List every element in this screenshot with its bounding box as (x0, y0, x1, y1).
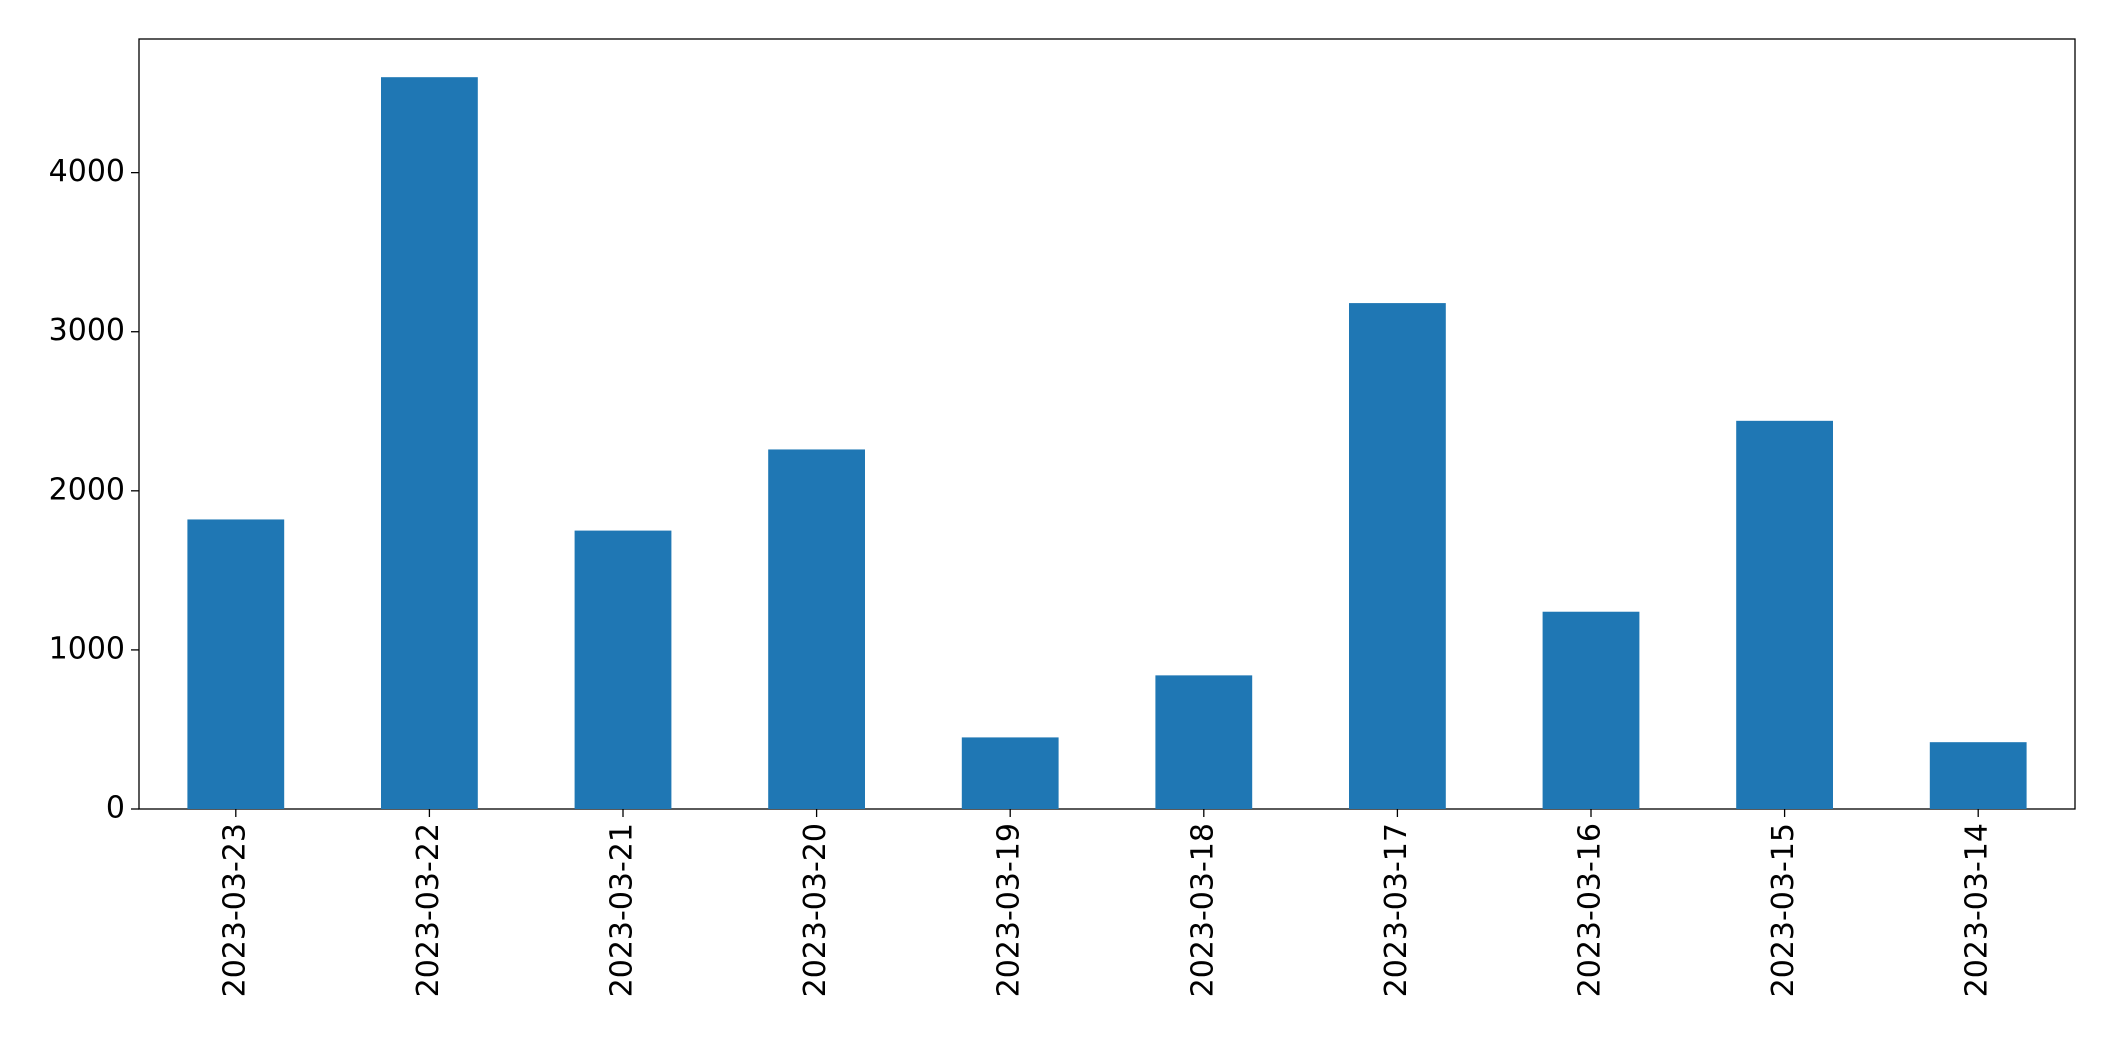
y-tick-label: 4000 (49, 154, 125, 189)
y-tick-label: 2000 (49, 472, 125, 507)
bar (1736, 420, 1833, 809)
bar (1155, 675, 1253, 809)
x-tick-label: 2023-03-17 (1379, 823, 1414, 997)
x-tick-label: 2023-03-22 (411, 823, 446, 997)
bar (1349, 303, 1446, 809)
x-tick-label: 2023-03-14 (1960, 823, 1995, 997)
plot-frame (138, 38, 2076, 810)
x-tick-label: 2023-03-23 (217, 823, 252, 997)
bar (768, 449, 865, 809)
y-tick-label: 3000 (49, 313, 125, 348)
y-tick-label: 1000 (49, 631, 125, 666)
x-tick-label: 2023-03-21 (605, 823, 640, 997)
bar (574, 530, 672, 809)
bar (381, 77, 478, 809)
x-tick-label: 2023-03-20 (798, 823, 833, 997)
bar (1542, 611, 1640, 809)
y-tick-label: 0 (106, 791, 125, 826)
bar (187, 519, 285, 809)
x-tick-label: 2023-03-18 (1185, 823, 1220, 997)
x-tick-label: 2023-03-15 (1766, 823, 1801, 997)
x-tick-label: 2023-03-19 (992, 823, 1027, 997)
x-tick-label: 2023-03-16 (1573, 823, 1608, 997)
bar (961, 737, 1059, 809)
bar (1929, 742, 2027, 809)
